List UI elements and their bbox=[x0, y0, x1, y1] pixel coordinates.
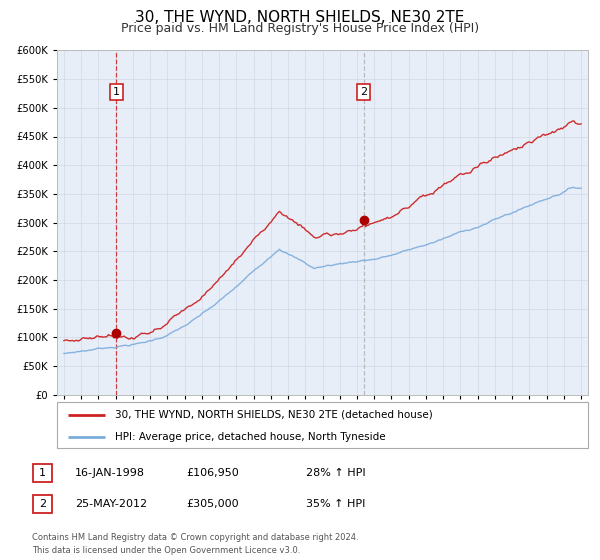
Text: Price paid vs. HM Land Registry's House Price Index (HPI): Price paid vs. HM Land Registry's House … bbox=[121, 22, 479, 35]
Text: 28% ↑ HPI: 28% ↑ HPI bbox=[306, 468, 365, 478]
Text: 30, THE WYND, NORTH SHIELDS, NE30 2TE: 30, THE WYND, NORTH SHIELDS, NE30 2TE bbox=[136, 10, 464, 25]
Text: 16-JAN-1998: 16-JAN-1998 bbox=[75, 468, 145, 478]
FancyBboxPatch shape bbox=[33, 495, 52, 513]
Text: 1: 1 bbox=[113, 87, 120, 97]
Text: 2: 2 bbox=[360, 87, 367, 97]
FancyBboxPatch shape bbox=[57, 402, 588, 448]
Text: £305,000: £305,000 bbox=[186, 499, 239, 509]
Text: 25-MAY-2012: 25-MAY-2012 bbox=[75, 499, 147, 509]
Text: 1: 1 bbox=[39, 468, 46, 478]
Text: 30, THE WYND, NORTH SHIELDS, NE30 2TE (detached house): 30, THE WYND, NORTH SHIELDS, NE30 2TE (d… bbox=[115, 410, 433, 420]
Text: 35% ↑ HPI: 35% ↑ HPI bbox=[306, 499, 365, 509]
Text: Contains HM Land Registry data © Crown copyright and database right 2024.
This d: Contains HM Land Registry data © Crown c… bbox=[32, 533, 358, 554]
Text: 2: 2 bbox=[39, 499, 46, 509]
Text: HPI: Average price, detached house, North Tyneside: HPI: Average price, detached house, Nort… bbox=[115, 432, 386, 441]
FancyBboxPatch shape bbox=[33, 464, 52, 482]
Text: £106,950: £106,950 bbox=[186, 468, 239, 478]
